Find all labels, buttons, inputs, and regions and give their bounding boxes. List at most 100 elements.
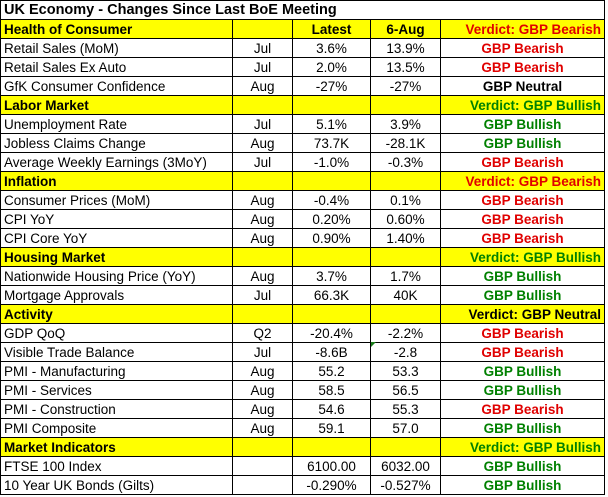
- table-row: GfK Consumer Confidence Aug -27% -27% GBP Ne…: [0, 76, 606, 96]
- verdict-cell: GBP Bearish: [439, 57, 606, 77]
- table-row: Mortgage Approvals Jul 66.3K 40K GBP Bullish: [0, 285, 606, 305]
- table-row: Jobless Claims Change Aug 73.7K -28.1K GBP B…: [0, 133, 606, 153]
- period-cell: Aug: [232, 76, 293, 96]
- table-row: Retail Sales Ex Auto Jul 2.0% 13.5% GBP Bear…: [0, 57, 606, 77]
- latest-value: 55.2: [292, 361, 371, 381]
- verdict-cell: GBP Bullish: [439, 380, 606, 400]
- latest-value: 73.7K: [292, 133, 371, 153]
- verdict-cell: GBP Bullish: [439, 266, 606, 286]
- table-title: UK Economy - Changes Since Last BoE Meet…: [0, 0, 606, 20]
- section-verdict: Verdict: GBP Bullish: [439, 437, 606, 457]
- indicator-name: Average Weekly Earnings (3MoY): [0, 152, 233, 172]
- section-header-row: Health of Consumer Latest 6-Aug Verdict: GB…: [0, 19, 606, 39]
- prior-value: 56.5: [370, 380, 441, 400]
- prior-value: 0.60%: [370, 209, 441, 229]
- prior-value: 57.0: [370, 418, 441, 438]
- latest-value: 5.1%: [292, 114, 371, 134]
- section-period-blank: [232, 304, 293, 324]
- table-row: GDP QoQ Q2 -20.4% -2.2% GBP Bearish: [0, 323, 606, 343]
- indicator-name: PMI - Construction: [0, 399, 233, 419]
- table-row: PMI - Construction Aug 54.6 55.3 GBP Bearish: [0, 399, 606, 419]
- period-cell: Aug: [232, 361, 293, 381]
- period-cell: Jul: [232, 342, 293, 362]
- indicator-name: 10 Year UK Bonds (Gilts): [0, 475, 233, 495]
- indicator-name: PMI - Manufacturing: [0, 361, 233, 381]
- section-name: Market Indicators: [0, 437, 233, 457]
- latest-value: 2.0%: [292, 57, 371, 77]
- period-cell: Aug: [232, 418, 293, 438]
- period-cell: Jul: [232, 57, 293, 77]
- period-cell: [232, 456, 293, 476]
- table-row: PMI - Manufacturing Aug 55.2 53.3 GBP Bullis…: [0, 361, 606, 381]
- column-header-latest: Latest: [292, 19, 371, 39]
- column-header-latest: [292, 247, 371, 267]
- prior-value: 55.3: [370, 399, 441, 419]
- indicator-name: Consumer Prices (MoM): [0, 190, 233, 210]
- prior-value: -2.8: [370, 342, 441, 362]
- latest-value: 54.6: [292, 399, 371, 419]
- section-verdict: Verdict: GBP Bullish: [439, 95, 606, 115]
- prior-value: -0.527%: [370, 475, 441, 495]
- latest-value: -8.6B: [292, 342, 371, 362]
- section-period-blank: [232, 171, 293, 191]
- table-row: FTSE 100 Index 6100.00 6032.00 GBP Bullish: [0, 456, 606, 476]
- indicator-name: Retail Sales Ex Auto: [0, 57, 233, 77]
- indicator-name: GfK Consumer Confidence: [0, 76, 233, 96]
- prior-value: 53.3: [370, 361, 441, 381]
- table-row: Nationwide Housing Price (YoY) Aug 3.7% 1.7…: [0, 266, 606, 286]
- verdict-cell: GBP Bullish: [439, 114, 606, 134]
- indicator-name: GDP QoQ: [0, 323, 233, 343]
- table-row: Visible Trade Balance Jul -8.6B -2.8 GBP Bea…: [0, 342, 606, 362]
- latest-value: -27%: [292, 76, 371, 96]
- section-name: Labor Market: [0, 95, 233, 115]
- verdict-cell: GBP Bullish: [439, 133, 606, 153]
- verdict-cell: GBP Bullish: [439, 475, 606, 495]
- period-cell: [232, 475, 293, 495]
- latest-value: 0.90%: [292, 228, 371, 248]
- indicator-name: PMI - Services: [0, 380, 233, 400]
- latest-value: -0.290%: [292, 475, 371, 495]
- verdict-cell: GBP Bearish: [439, 152, 606, 172]
- table-row: PMI Composite Aug 59.1 57.0 GBP Bullish: [0, 418, 606, 438]
- indicator-name: CPI Core YoY: [0, 228, 233, 248]
- cell-comment-marker: [371, 342, 376, 347]
- verdict-cell: GBP Bearish: [439, 190, 606, 210]
- period-cell: Q2: [232, 323, 293, 343]
- table-row: CPI YoY Aug 0.20% 0.60% GBP Bearish: [0, 209, 606, 229]
- latest-value: 3.7%: [292, 266, 371, 286]
- column-header-prior: [370, 437, 441, 457]
- column-header-latest: [292, 304, 371, 324]
- table-row: Retail Sales (MoM) Jul 3.6% 13.9% GBP Bearis…: [0, 38, 606, 58]
- indicator-name: Unemployment Rate: [0, 114, 233, 134]
- section-name: Health of Consumer: [0, 19, 233, 39]
- section-period-blank: [232, 95, 293, 115]
- column-header-prior: [370, 171, 441, 191]
- indicator-name: FTSE 100 Index: [0, 456, 233, 476]
- period-cell: Aug: [232, 133, 293, 153]
- indicator-name: PMI Composite: [0, 418, 233, 438]
- verdict-cell: GBP Bearish: [439, 209, 606, 229]
- period-cell: Aug: [232, 209, 293, 229]
- column-header-prior: [370, 95, 441, 115]
- section-verdict: Verdict: GBP Bearish: [439, 171, 606, 191]
- latest-value: 0.20%: [292, 209, 371, 229]
- period-cell: Jul: [232, 285, 293, 305]
- verdict-cell: GBP Bullish: [439, 418, 606, 438]
- prior-value: 1.40%: [370, 228, 441, 248]
- verdict-cell: GBP Bearish: [439, 399, 606, 419]
- section-header-row: Labor Market Verdict: GBP Bullish: [0, 95, 606, 115]
- prior-value: 13.5%: [370, 57, 441, 77]
- table-row: Unemployment Rate Jul 5.1% 3.9% GBP Bullish: [0, 114, 606, 134]
- indicator-name: Retail Sales (MoM): [0, 38, 233, 58]
- prior-value: 3.9%: [370, 114, 441, 134]
- prior-value: 6032.00: [370, 456, 441, 476]
- indicator-name: CPI YoY: [0, 209, 233, 229]
- prior-value: 0.1%: [370, 190, 441, 210]
- period-cell: Aug: [232, 190, 293, 210]
- column-header-latest: [292, 171, 371, 191]
- column-header-prior: [370, 247, 441, 267]
- table-row: Consumer Prices (MoM) Aug -0.4% 0.1% GBP Bea…: [0, 190, 606, 210]
- period-cell: Jul: [232, 38, 293, 58]
- prior-value: 40K: [370, 285, 441, 305]
- prior-value: -27%: [370, 76, 441, 96]
